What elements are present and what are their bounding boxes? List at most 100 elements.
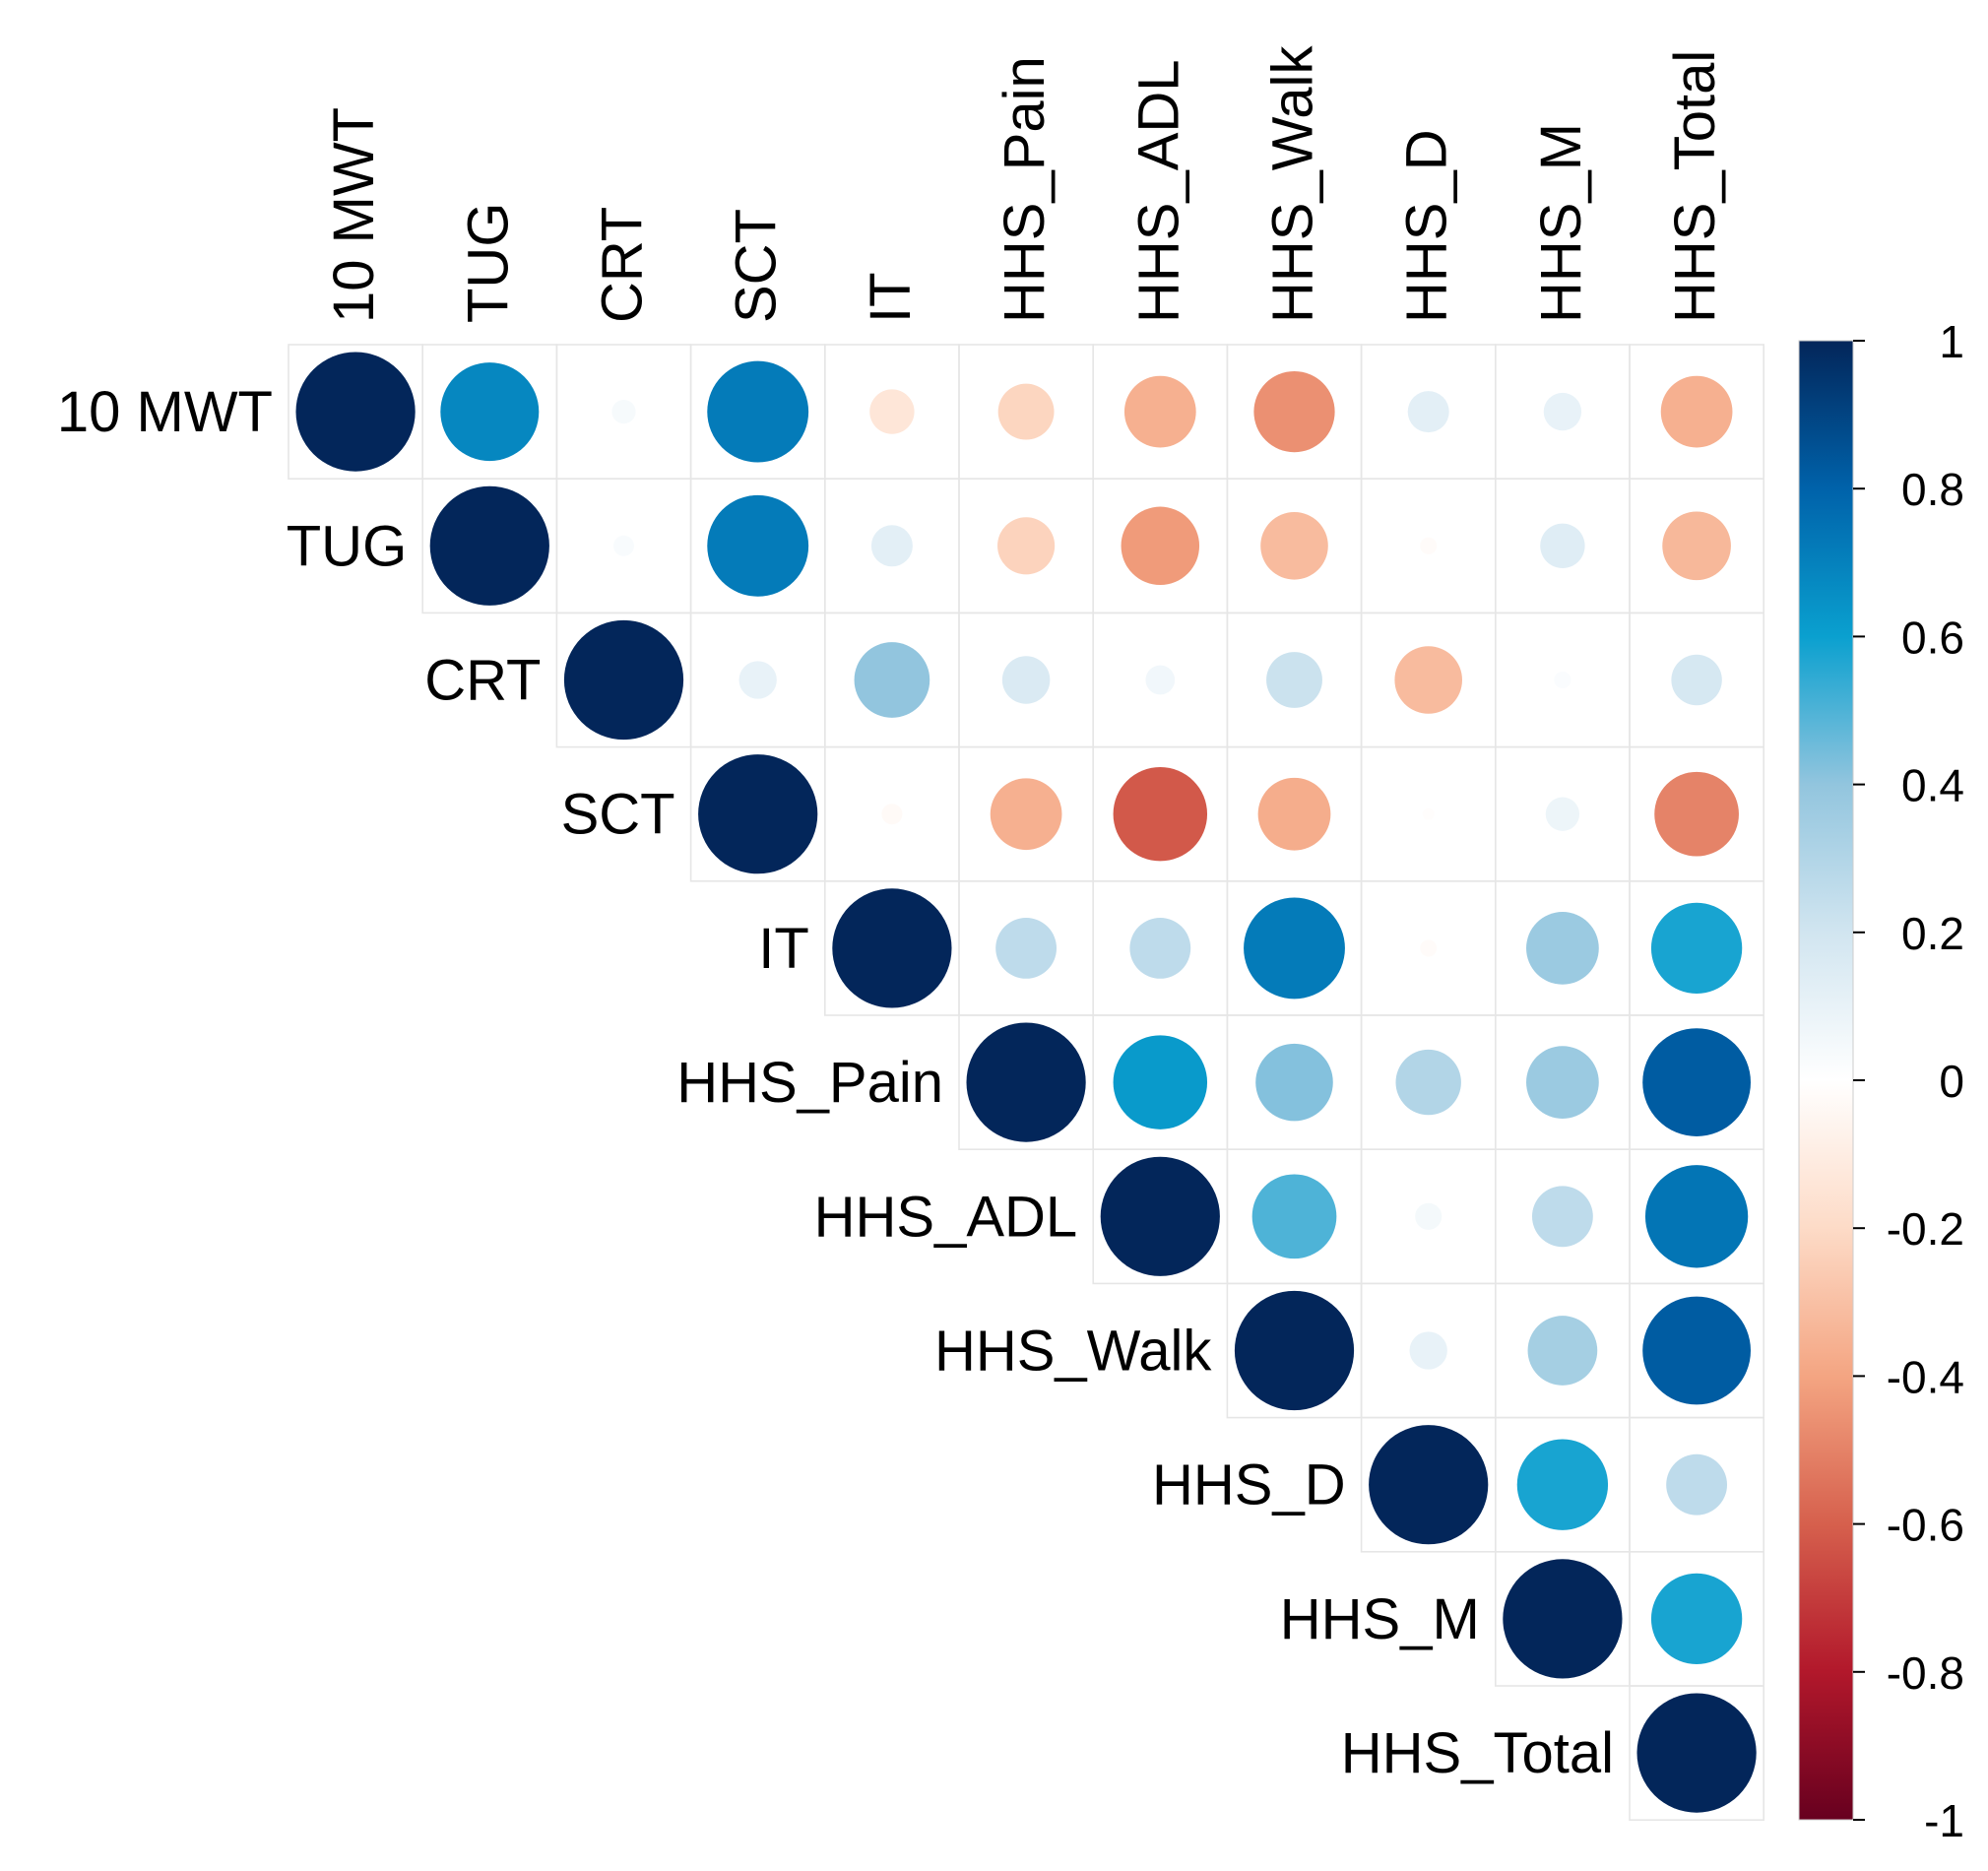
corr-circle-hhs-d-hhs-d: [1369, 1425, 1489, 1545]
corr-circle-hhs-walk-hhs-m: [1527, 1316, 1598, 1386]
grid-cell: [1629, 1685, 1764, 1821]
col-label-10-mwt: 10 MWT: [322, 107, 386, 323]
row-label-crt: CRT: [424, 649, 541, 713]
colorbar-tick-label: -0.4: [1887, 1351, 1964, 1402]
col-label-hhs-walk: HHS_Walk: [1261, 45, 1325, 323]
colorbar-tick-label: -0.2: [1887, 1203, 1964, 1255]
corr-circle-10-mwt-tug: [440, 362, 540, 462]
corr-circle-sct-hhs-m: [1545, 797, 1580, 831]
corr-circle-hhs-d-hhs-m: [1516, 1439, 1609, 1530]
colorbar-tick-label: -1: [1924, 1795, 1964, 1846]
corr-circle-hhs-adl-hhs-m: [1531, 1186, 1593, 1248]
colorbar-tick-label: -0.8: [1887, 1647, 1964, 1699]
corr-circle-sct-it: [881, 804, 903, 825]
corr-circle-hhs-pain-hhs-total: [1642, 1028, 1751, 1136]
colorbar-tick-label: 0.6: [1901, 612, 1964, 663]
corr-circle-crt-hhs-m: [1554, 671, 1571, 689]
corr-circle-tug-hhs-pain: [997, 517, 1056, 575]
colorbar-tick-label: -0.6: [1887, 1500, 1964, 1551]
corr-circle-10-mwt-crt: [611, 399, 636, 424]
colorbar: [1798, 340, 1854, 1821]
corr-circle-it-hhs-d: [1420, 939, 1438, 957]
correlation-circles: [295, 352, 1757, 1813]
col-label-sct: SCT: [725, 209, 789, 323]
row-label-tug: TUG: [287, 514, 407, 578]
corr-circle-tug-hhs-d: [1420, 537, 1438, 554]
corr-circle-hhs-adl-hhs-total: [1644, 1165, 1749, 1268]
colorbar-ticks: 1 0.8 0.6 0.4 0.2 0 -0.2 -0.4 -0.6 -0.8 -1: [1853, 316, 1964, 1846]
col-label-hhs-pain: HHS_Pain: [993, 56, 1057, 323]
corr-circle-10-mwt-hhs-m: [1543, 392, 1582, 431]
col-label-crt: CRT: [591, 207, 655, 323]
colorbar-tick-label: 0: [1939, 1056, 1964, 1107]
corr-circle-hhs-m-hhs-m: [1503, 1559, 1623, 1679]
column-labels: 10 MWT TUG CRT SCT IT HHS_Pain HHS_ADL HHS_Walk…: [322, 45, 1727, 323]
colorbar-gradient: [1798, 340, 1854, 1821]
corr-circle-10-mwt-hhs-total: [1660, 375, 1733, 448]
row-label-hhs-adl: HHS_ADL: [814, 1185, 1078, 1249]
corr-circle-hhs-d-hhs-total: [1666, 1453, 1728, 1516]
col-label-hhs-m: HHS_M: [1529, 123, 1593, 323]
row-label-hhs-m: HHS_M: [1280, 1587, 1480, 1651]
corr-circle-it-it: [832, 888, 952, 1008]
colorbar-tick-label: 0.4: [1901, 760, 1964, 811]
corr-circle-crt-hhs-pain: [1001, 656, 1051, 704]
corr-circle-sct-hhs-total: [1654, 771, 1739, 857]
corr-circle-hhs-adl-hhs-d: [1415, 1202, 1443, 1230]
corr-circle-hhs-pain-hhs-adl: [1113, 1035, 1208, 1129]
grid-lines: [288, 344, 1764, 1821]
corr-circle-tug-it: [870, 525, 913, 567]
corr-circle-hhs-total-hhs-total: [1636, 1693, 1757, 1813]
corr-circle-sct-hhs-d: [1422, 807, 1435, 820]
corr-circle-hhs-adl-hhs-walk: [1251, 1174, 1337, 1259]
row-label-hhs-d: HHS_D: [1152, 1453, 1346, 1517]
corr-circle-hhs-adl-hhs-adl: [1100, 1156, 1220, 1276]
corr-circle-hhs-pain-hhs-pain: [966, 1022, 1086, 1142]
corr-circle-it-hhs-walk: [1244, 897, 1345, 1000]
corr-circle-it-hhs-pain: [995, 917, 1058, 979]
corr-circle-10-mwt-hhs-adl: [1123, 375, 1196, 448]
corr-circle-hhs-m-hhs-total: [1650, 1573, 1743, 1665]
corr-circle-sct-hhs-adl: [1113, 766, 1208, 862]
corr-circle-crt-hhs-adl: [1145, 665, 1176, 695]
corr-circle-crt-hhs-walk: [1266, 652, 1322, 708]
corr-circle-hhs-pain-hhs-walk: [1255, 1043, 1333, 1122]
colorbar-tick-label: 0.2: [1901, 908, 1964, 959]
corr-circle-sct-sct: [698, 754, 818, 874]
corr-circle-10-mwt-sct: [707, 360, 809, 463]
col-label-tug: TUG: [456, 203, 520, 323]
corr-circle-10-mwt-10-mwt: [295, 352, 416, 472]
col-label-it: IT: [859, 272, 923, 323]
corr-circle-tug-crt: [613, 535, 634, 556]
row-label-10-mwt: 10 MWT: [57, 380, 273, 444]
col-label-hhs-adl: HHS_ADL: [1126, 59, 1190, 323]
corr-circle-hhs-walk-hhs-walk: [1234, 1290, 1355, 1411]
corr-circle-sct-hhs-walk: [1257, 777, 1331, 851]
corr-circle-it-hhs-m: [1526, 912, 1599, 985]
colorbar-tick-label: 0.8: [1901, 464, 1964, 515]
corr-circle-it-hhs-total: [1650, 902, 1743, 995]
corr-circle-hhs-pain-hhs-d: [1395, 1049, 1461, 1116]
corr-circle-hhs-walk-hhs-d: [1409, 1331, 1447, 1370]
corr-circle-hhs-walk-hhs-total: [1642, 1296, 1751, 1405]
row-label-hhs-total: HHS_Total: [1341, 1721, 1614, 1785]
corr-circle-tug-hhs-m: [1540, 523, 1585, 568]
corr-circle-10-mwt-it: [869, 389, 915, 434]
col-label-hhs-d: HHS_D: [1395, 129, 1459, 323]
corr-circle-hhs-pain-hhs-m: [1526, 1046, 1599, 1119]
row-label-it: IT: [758, 917, 809, 981]
corr-circle-tug-sct: [707, 494, 809, 597]
row-label-sct: SCT: [561, 783, 675, 847]
corr-circle-crt-crt: [563, 619, 684, 741]
corr-circle-tug-hhs-walk: [1260, 512, 1328, 580]
corr-circle-tug-hhs-adl: [1121, 506, 1200, 586]
corr-circle-crt-sct: [738, 661, 777, 699]
corr-circle-10-mwt-hhs-pain: [997, 383, 1055, 440]
corr-circle-crt-it: [854, 642, 930, 718]
corr-circle-10-mwt-hhs-d: [1407, 391, 1449, 433]
col-label-hhs-total: HHS_Total: [1663, 50, 1727, 323]
corr-circle-it-hhs-adl: [1129, 917, 1191, 979]
corr-circle-tug-tug: [429, 485, 549, 606]
corr-circle-crt-hhs-d: [1394, 646, 1462, 714]
